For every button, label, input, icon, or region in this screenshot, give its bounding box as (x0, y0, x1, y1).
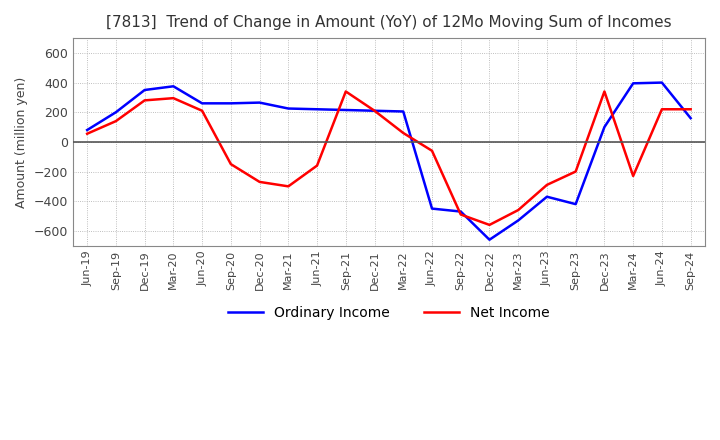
Ordinary Income (514, 218, 523, 223)
Line: Ordinary Income: Ordinary Income (87, 83, 690, 240)
Ordinary Income (572, 202, 580, 207)
Ordinary Income (83, 128, 91, 133)
Net Income (543, 182, 552, 187)
Net Income (629, 173, 637, 179)
Net Income (686, 106, 695, 112)
Net Income (428, 148, 436, 154)
Legend: Ordinary Income, Net Income: Ordinary Income, Net Income (222, 301, 555, 326)
Title: [7813]  Trend of Change in Amount (YoY) of 12Mo Moving Sum of Incomes: [7813] Trend of Change in Amount (YoY) o… (106, 15, 672, 30)
Net Income (198, 108, 207, 114)
Net Income (370, 108, 379, 114)
Ordinary Income (370, 108, 379, 114)
Y-axis label: Amount (million yen): Amount (million yen) (15, 76, 28, 208)
Net Income (600, 89, 608, 94)
Ordinary Income (227, 101, 235, 106)
Ordinary Income (686, 116, 695, 121)
Net Income (83, 131, 91, 136)
Net Income (572, 169, 580, 174)
Net Income (112, 118, 120, 124)
Ordinary Income (341, 107, 350, 113)
Ordinary Income (284, 106, 292, 111)
Ordinary Income (543, 194, 552, 199)
Ordinary Income (112, 110, 120, 115)
Ordinary Income (629, 81, 637, 86)
Net Income (256, 179, 264, 184)
Ordinary Income (485, 237, 494, 242)
Net Income (657, 106, 666, 112)
Ordinary Income (657, 80, 666, 85)
Ordinary Income (399, 109, 408, 114)
Ordinary Income (600, 125, 608, 130)
Net Income (284, 184, 292, 189)
Ordinary Income (456, 209, 465, 214)
Ordinary Income (140, 88, 149, 93)
Ordinary Income (256, 100, 264, 105)
Net Income (341, 89, 350, 94)
Net Income (514, 207, 523, 213)
Ordinary Income (198, 101, 207, 106)
Net Income (140, 98, 149, 103)
Net Income (169, 95, 178, 101)
Net Income (485, 222, 494, 227)
Ordinary Income (169, 84, 178, 89)
Net Income (456, 212, 465, 217)
Ordinary Income (312, 106, 321, 112)
Line: Net Income: Net Income (87, 92, 690, 225)
Ordinary Income (428, 206, 436, 211)
Net Income (399, 130, 408, 136)
Net Income (312, 163, 321, 168)
Net Income (227, 161, 235, 167)
